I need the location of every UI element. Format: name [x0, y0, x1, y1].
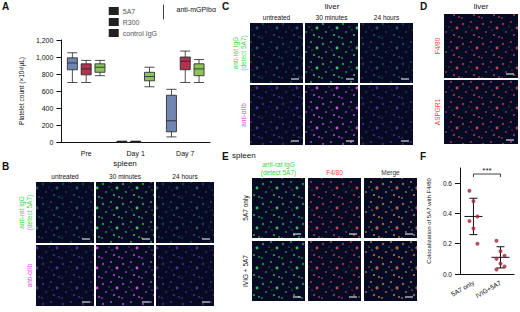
svg-text:200: 200 [42, 122, 54, 129]
svg-text:D: D [420, 1, 427, 12]
svg-text:(detect 5A7): (detect 5A7) [240, 35, 248, 70]
svg-text:anti-αIIb: anti-αIIb [240, 103, 247, 127]
svg-text:anti-rat IgG: anti-rat IgG [262, 161, 295, 169]
svg-text:30 minutes: 30 minutes [316, 14, 349, 21]
svg-text:C: C [222, 1, 229, 12]
svg-text:400: 400 [42, 105, 54, 112]
svg-text:B: B [2, 161, 9, 172]
svg-text:F4/80: F4/80 [326, 169, 343, 176]
svg-text:liver: liver [325, 2, 340, 11]
svg-text:0.2: 0.2 [443, 240, 452, 247]
svg-text:E: E [222, 151, 229, 162]
svg-text:0.4: 0.4 [443, 210, 452, 217]
svg-text:spleen: spleen [113, 159, 137, 168]
svg-text:liver: liver [474, 2, 489, 11]
svg-text:5A7 only: 5A7 only [450, 279, 477, 299]
svg-text:Platelet count (×10³/µL): Platelet count (×10³/µL) [18, 57, 26, 125]
svg-text:control IgG: control IgG [123, 30, 157, 38]
svg-text:A: A [2, 1, 9, 12]
svg-text:F: F [420, 151, 426, 162]
svg-text:IVIG + 5A7: IVIG + 5A7 [242, 255, 249, 287]
svg-text:Colocalization of 5A7 with F4/: Colocalization of 5A7 with F4/80 [426, 177, 432, 263]
svg-text:Day 1: Day 1 [127, 150, 145, 158]
svg-text:***: *** [482, 166, 491, 175]
svg-text:R300: R300 [123, 19, 140, 26]
svg-text:Pre: Pre [81, 150, 92, 157]
svg-text:Merge: Merge [381, 169, 400, 177]
svg-text:untreated: untreated [263, 14, 291, 21]
svg-text:24 hours: 24 hours [172, 173, 198, 180]
svg-text:anti-rat IgG: anti-rat IgG [232, 37, 240, 70]
svg-text:F4/80: F4/80 [434, 37, 441, 54]
svg-text:5A7: 5A7 [123, 8, 136, 15]
svg-text:(detect 5A7): (detect 5A7) [261, 169, 296, 177]
svg-text:IVIG+5A7: IVIG+5A7 [474, 279, 502, 299]
svg-text:ASPGR1: ASPGR1 [434, 98, 441, 125]
svg-text:1,000: 1,000 [36, 54, 54, 61]
svg-text:0: 0 [50, 139, 54, 146]
svg-text:30 minutes: 30 minutes [109, 173, 142, 180]
svg-text:(detect 5A7): (detect 5A7) [26, 195, 34, 230]
svg-text:800: 800 [42, 71, 54, 78]
svg-text:Day 7: Day 7 [176, 150, 194, 158]
svg-text:anti-αIIb: anti-αIIb [26, 263, 33, 287]
svg-text:0.0: 0.0 [443, 271, 452, 278]
svg-text:0.6: 0.6 [443, 180, 452, 187]
svg-text:24 hours: 24 hours [374, 14, 400, 21]
svg-text:spleen: spleen [232, 151, 256, 160]
svg-text:anti-rat IgG: anti-rat IgG [18, 196, 26, 229]
svg-text:anti-mGPIbα: anti-mGPIbα [177, 6, 216, 13]
svg-text:5A7 only: 5A7 only [242, 195, 250, 221]
svg-text:untreated: untreated [51, 173, 79, 180]
svg-text:1,200: 1,200 [36, 37, 54, 44]
svg-text:600: 600 [42, 88, 54, 95]
